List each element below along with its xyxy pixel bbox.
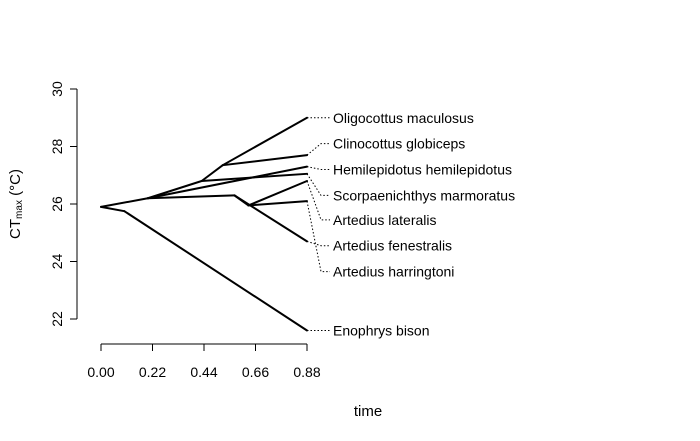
tree-branch xyxy=(221,116,308,167)
tip-label: Scorpaenichthys marmoratus xyxy=(333,187,515,203)
y-ticks: 22 24 26 28 30 xyxy=(49,81,77,327)
y-axis-label-subscript: max xyxy=(14,200,25,219)
tip-label: Hemilepidotus hemilepidotus xyxy=(333,162,512,178)
tip-label: Artedius fenestralis xyxy=(333,238,452,254)
tree-branch xyxy=(200,172,308,182)
x-ticks: 0.00 0.22 0.44 0.66 0.88 xyxy=(87,344,321,380)
tip-leader-line xyxy=(306,180,330,221)
x-axis-label: time xyxy=(354,403,382,420)
y-tick-label: 22 xyxy=(49,311,65,327)
y-axis-label-suffix: (°C) xyxy=(7,169,24,200)
tree-branch xyxy=(100,205,126,213)
tip-label: Artedius harringtoni xyxy=(333,264,454,280)
tree-branch xyxy=(146,180,203,200)
tip-leader-lines xyxy=(306,117,330,331)
tip-leader-line xyxy=(306,143,330,156)
y-axis-label: CTmax (°C) xyxy=(7,169,25,239)
tree-branch xyxy=(100,197,149,208)
tree-branch xyxy=(247,180,308,207)
tree-branch xyxy=(200,164,224,182)
tree-branch xyxy=(146,194,236,200)
tip-labels: Oligocottus maculosus Clinocottus globice… xyxy=(333,110,515,339)
y-tick-label: 30 xyxy=(49,81,65,97)
x-tick-label: 0.66 xyxy=(242,364,269,380)
tree-branch xyxy=(146,165,308,200)
tip-leader-line xyxy=(306,240,330,247)
x-tick-label: 0.00 xyxy=(87,364,114,380)
tree-branch xyxy=(221,154,308,167)
x-tick-label: 0.22 xyxy=(139,364,166,380)
tree-branches xyxy=(100,116,308,332)
y-tick-label: 24 xyxy=(49,254,65,270)
tip-leader-line xyxy=(306,166,330,170)
tree-branch xyxy=(233,194,308,243)
x-tick-label: 0.44 xyxy=(190,364,217,380)
tip-label: Clinocottus globiceps xyxy=(333,136,465,152)
tip-label: Artedius lateralis xyxy=(333,212,437,228)
axes: 22 24 26 28 30 0.00 0.22 0.44 0.66 0.88 xyxy=(49,81,321,380)
y-tick-label: 26 xyxy=(49,196,65,212)
tip-leader-line xyxy=(306,201,330,273)
tree-branch xyxy=(247,200,308,207)
tip-label: Enophrys bison xyxy=(333,323,430,339)
tree-branch xyxy=(123,210,308,332)
tip-leader-line xyxy=(306,173,330,196)
tip-label: Oligocottus maculosus xyxy=(333,110,474,126)
y-axis-label-main: CT xyxy=(7,219,24,239)
y-tick-label: 28 xyxy=(49,139,65,155)
x-tick-label: 0.88 xyxy=(293,364,320,380)
